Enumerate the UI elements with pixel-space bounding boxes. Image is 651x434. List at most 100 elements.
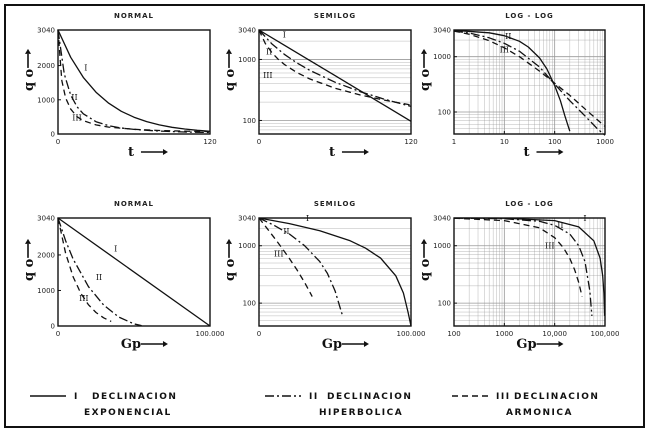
legend: I DECLINACION EXPONENCIAL II DECLINACION HIPE…: [30, 392, 599, 418]
figure-frame: [4, 4, 645, 428]
series-line-ii: [57, 29, 211, 134]
y-axis-arrow-head: [25, 238, 31, 244]
y-tick-label: 2000: [37, 62, 55, 70]
x-axis-arrow-head: [363, 341, 369, 347]
series-line-ii: [258, 217, 344, 317]
y-tick-label: 2000: [37, 251, 55, 259]
series-line-i: [453, 29, 571, 132]
x-tick-label: 0: [56, 330, 60, 338]
x-axis-label-text: Gp: [121, 337, 141, 352]
x-axis-arrow-head: [558, 341, 564, 347]
y-axis-arrow-head: [421, 48, 427, 54]
y-axis-arrow-head: [25, 48, 31, 54]
series-line-iii: [258, 217, 313, 297]
series-line-ii: [453, 217, 593, 316]
x-tick-label: 10,000: [542, 330, 567, 338]
y-tick-label: 0: [51, 323, 55, 331]
y-tick-label: 100: [438, 108, 451, 116]
curve-label: I: [84, 64, 87, 73]
series-line-ii: [258, 29, 412, 108]
y-axis-label: q o: [418, 48, 433, 91]
legend-numeral: II: [309, 392, 319, 402]
y-tick-label: 1000: [238, 56, 256, 64]
curve-label: I: [306, 214, 309, 223]
x-tick-label: 100.000: [196, 330, 225, 338]
x-tick-label: 1: [452, 138, 456, 146]
series-line-iii: [57, 29, 211, 133]
plot-area: [258, 29, 412, 135]
x-tick-label: 100: [447, 330, 460, 338]
y-axis-label-text: q o: [223, 258, 238, 281]
panel-title: LOG - LOG: [505, 200, 554, 208]
legend-line1: DECLINACION: [92, 392, 177, 402]
y-tick-label: 0: [51, 131, 55, 139]
x-axis-label-text: t: [329, 145, 335, 160]
curve-label: II: [266, 48, 272, 57]
y-axis-label: q o: [418, 238, 433, 281]
legend-item-ii: II DECLINACION HIPERBOLICA: [265, 392, 412, 418]
y-tick-label: 3040: [37, 215, 55, 223]
curve-label: II: [505, 32, 511, 41]
curve-label: I: [583, 214, 586, 223]
x-axis-arrow-head: [162, 341, 168, 347]
curve-label: III: [263, 71, 272, 80]
legend-item-i: I DECLINACION EXPONENCIAL: [30, 392, 177, 418]
y-tick-label: 1000: [433, 242, 451, 250]
series-line-i: [57, 217, 211, 327]
series-line-i: [453, 217, 606, 316]
plot-area: [57, 29, 211, 135]
y-axis-label: q o: [223, 48, 238, 91]
panel-title: SEMILOG: [314, 200, 356, 208]
curve-label: II: [96, 273, 102, 282]
x-tick-label: 1000: [495, 330, 513, 338]
legend-numeral: I: [74, 392, 79, 402]
series-line-iii: [258, 29, 412, 106]
series-line-iii: [453, 217, 583, 297]
y-tick-label: 3040: [433, 215, 451, 223]
curve-label: III: [72, 113, 81, 122]
y-tick-label: 3040: [238, 215, 256, 223]
legend-line2: EXPONENCIAL: [84, 408, 172, 418]
panel-title: NORMAL: [114, 12, 154, 20]
curve-label: II: [557, 221, 563, 230]
x-axis-arrow-head: [363, 149, 369, 155]
x-axis-arrow-head: [558, 149, 564, 155]
chart-panel-6: LOG - LOG 100 1000 3040 100 1000 10,000 100,000…: [418, 200, 619, 352]
y-axis-label-text: q o: [223, 68, 238, 91]
x-tick-label: 120: [404, 138, 417, 146]
curve-label: II: [71, 93, 77, 102]
curve-label: III: [500, 45, 509, 54]
y-axis-label-text: q o: [22, 258, 37, 281]
plot-area: [453, 29, 606, 135]
panel-title: NORMAL: [114, 200, 154, 208]
plot-area: [57, 217, 211, 327]
curve-label: III: [545, 241, 554, 250]
y-axis-arrow-head: [421, 238, 427, 244]
curve-label: III: [274, 249, 283, 258]
y-tick-label: 1000: [238, 242, 256, 250]
series-line-i: [57, 29, 211, 132]
x-tick-label: 120: [203, 138, 216, 146]
legend-line1: DECLINACION: [514, 392, 599, 402]
y-axis-label: q o: [22, 48, 37, 91]
curve-label: II: [283, 227, 289, 236]
legend-line2: HIPERBOLICA: [319, 408, 403, 418]
x-tick-label: 1000: [596, 138, 614, 146]
y-tick-label: 1000: [37, 96, 55, 104]
legend-item-iii: III DECLINACION ARMONICA: [452, 392, 599, 418]
x-axis-label-text: t: [523, 145, 529, 160]
y-axis-label-text: q o: [418, 258, 433, 281]
series-line-i: [258, 217, 412, 327]
x-axis-arrow-head: [162, 149, 168, 155]
legend-line1: DECLINACION: [327, 392, 412, 402]
curve-label: I: [283, 30, 286, 39]
y-axis-label: q o: [223, 238, 238, 281]
y-tick-label: 100: [243, 117, 256, 125]
x-tick-label: 0: [257, 330, 261, 338]
y-tick-label: 1000: [433, 53, 451, 61]
y-tick-label: 100: [243, 300, 256, 308]
